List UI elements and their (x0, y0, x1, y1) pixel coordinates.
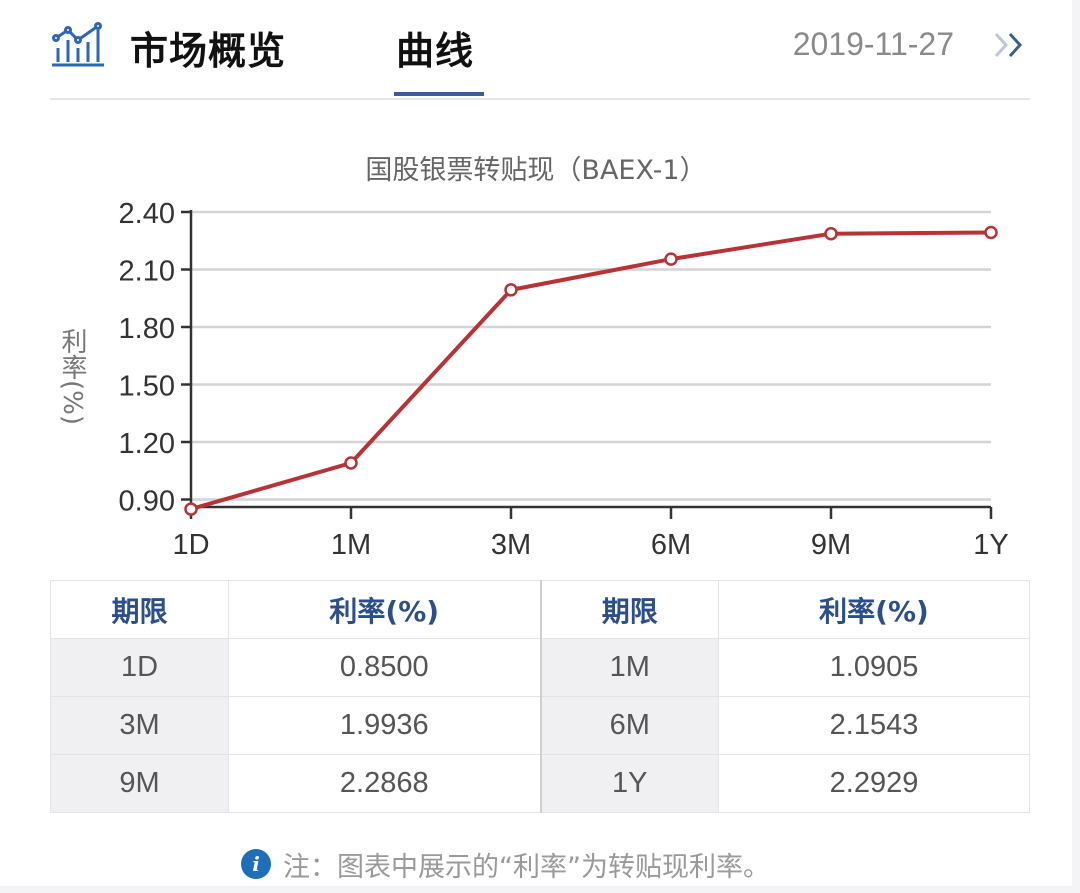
series-line (190, 230, 992, 512)
line-chart: 0.90 1.20 1.50 1.80 2.10 2.40 1D 1M 3M 6M 9M 1Y (119, 198, 1009, 561)
table-header-row: 期限 利率(%) 期限 利率(%) (50, 580, 1030, 639)
y-tick-label: 1.20 (119, 428, 175, 460)
x-tick-label: 1M (331, 529, 371, 561)
data-point[interactable] (984, 225, 998, 240)
rate-cell: 1.0905 (718, 638, 1030, 697)
rate-cell: 2.1543 (718, 696, 1030, 755)
double-chevron-right-icon[interactable] (990, 28, 1030, 62)
table-row: 3M 1.9936 6M 2.1543 (50, 696, 1030, 755)
data-point[interactable] (824, 226, 838, 241)
data-point[interactable] (344, 456, 358, 470)
rate-cell: 1.9936 (228, 696, 541, 755)
y-axis-label: 利率(%) (52, 328, 92, 425)
x-tick-label: 1Y (973, 529, 1008, 561)
table-row: 1D 0.8500 1M 1.0905 (50, 638, 1030, 697)
x-tick-label: 1D (172, 529, 209, 561)
term-cell: 1Y (539, 754, 719, 813)
header-rate: 利率(%) (228, 580, 541, 639)
header-term: 期限 (50, 580, 229, 639)
rate-table: 期限 利率(%) 期限 利率(%) 1D 0.8500 1M 1.0905 3M… (50, 580, 1030, 813)
y-tick-label: 0.90 (119, 486, 175, 518)
header-rate: 利率(%) (718, 580, 1030, 639)
tab-market-overview[interactable]: 市场概览 (130, 29, 287, 73)
data-point[interactable] (504, 283, 518, 297)
term-cell: 9M (50, 754, 229, 813)
x-tick-label: 9M (811, 529, 851, 561)
y-tick-label: 1.80 (119, 313, 175, 345)
data-point[interactable] (664, 252, 678, 266)
term-cell: 1D (50, 638, 229, 697)
rate-cell: 2.2868 (228, 754, 541, 813)
table-row: 9M 2.2868 1Y 2.2929 (50, 754, 1030, 813)
term-cell: 3M (50, 696, 229, 755)
info-icon: i (241, 849, 271, 879)
rate-cell: 2.2929 (718, 754, 1030, 813)
chart-bars-line-icon (52, 22, 104, 67)
footnote: i 注：图表中展示的“利率”为转贴现利率。 (241, 846, 770, 883)
y-tick-label: 2.10 (119, 256, 175, 288)
term-cell: 6M (539, 696, 719, 755)
header-term: 期限 (539, 580, 719, 639)
x-tick-label: 3M (491, 529, 531, 561)
y-tick-label: 1.50 (119, 371, 175, 403)
x-tick-label: 6M (651, 529, 691, 561)
term-cell: 1M (539, 638, 719, 697)
footnote-text: 注：图表中展示的“利率”为转贴现利率。 (283, 851, 770, 883)
chart-title: 国股银票转贴现（BAEX-1） (365, 155, 707, 186)
header: 市场概览 曲线 2019-11-27 (50, 0, 1030, 100)
y-tick-label: 2.40 (119, 198, 175, 230)
date-label: 2019-11-27 (792, 26, 954, 62)
y-axis-label-text: 利率(%) (57, 328, 87, 425)
rate-cell: 0.8500 (228, 638, 541, 697)
active-tab-indicator (394, 92, 484, 96)
tab-curve[interactable]: 曲线 (396, 29, 475, 73)
data-point[interactable] (184, 502, 198, 516)
